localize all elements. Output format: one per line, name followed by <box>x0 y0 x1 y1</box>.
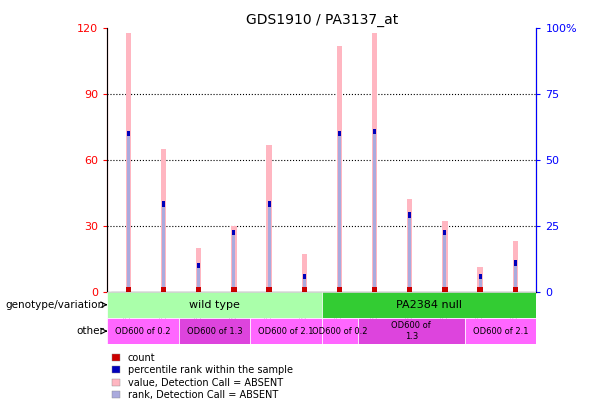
Text: wild type: wild type <box>189 300 240 310</box>
Bar <box>337 287 342 292</box>
Bar <box>408 212 411 217</box>
Text: OD600 of 1.3: OD600 of 1.3 <box>187 326 242 336</box>
Bar <box>162 204 165 292</box>
Bar <box>231 226 237 292</box>
Bar <box>512 287 518 292</box>
Bar <box>443 230 446 235</box>
Bar <box>232 232 235 292</box>
Bar <box>126 287 131 292</box>
Bar <box>337 46 342 292</box>
Bar <box>407 199 413 292</box>
Bar <box>373 129 376 134</box>
Bar <box>408 215 411 292</box>
Bar <box>357 318 465 344</box>
Bar <box>303 276 306 292</box>
Bar <box>373 132 376 292</box>
Bar <box>512 241 518 292</box>
Bar <box>338 134 341 292</box>
Bar <box>267 145 272 292</box>
Text: OD600 of
1.3: OD600 of 1.3 <box>391 322 431 341</box>
Bar <box>127 134 130 292</box>
Bar <box>161 149 166 292</box>
Bar <box>479 273 482 279</box>
Bar <box>303 273 306 279</box>
Bar <box>197 262 200 268</box>
Bar <box>250 318 322 344</box>
Bar <box>196 248 201 292</box>
Bar <box>197 265 200 292</box>
Text: genotype/variation: genotype/variation <box>5 300 104 310</box>
Bar <box>372 33 377 292</box>
Bar <box>302 254 307 292</box>
Text: PA2384 null: PA2384 null <box>396 300 462 310</box>
Bar <box>196 287 201 292</box>
Bar <box>479 276 482 292</box>
Text: OD600 of 2.1: OD600 of 2.1 <box>258 326 314 336</box>
Bar <box>268 204 270 292</box>
Bar <box>443 232 446 292</box>
Text: other: other <box>77 326 104 336</box>
Bar <box>372 287 377 292</box>
Bar <box>322 318 357 344</box>
Bar <box>107 318 179 344</box>
Bar <box>322 292 536 318</box>
Bar <box>478 287 483 292</box>
Bar <box>443 287 447 292</box>
Bar <box>127 131 130 136</box>
Bar <box>268 201 270 207</box>
Bar <box>107 292 322 318</box>
Bar <box>179 318 250 344</box>
Text: OD600 of 0.2: OD600 of 0.2 <box>115 326 171 336</box>
Title: GDS1910 / PA3137_at: GDS1910 / PA3137_at <box>246 13 398 27</box>
Bar <box>232 230 235 235</box>
Legend: count, percentile rank within the sample, value, Detection Call = ABSENT, rank, : count, percentile rank within the sample… <box>112 353 292 400</box>
Bar <box>407 287 413 292</box>
Bar <box>161 287 166 292</box>
Text: OD600 of 0.2: OD600 of 0.2 <box>312 326 367 336</box>
Bar <box>126 33 131 292</box>
Bar <box>231 287 237 292</box>
Bar <box>514 263 517 292</box>
Bar <box>443 222 447 292</box>
Bar <box>465 318 536 344</box>
Bar <box>302 287 307 292</box>
Bar <box>478 267 483 292</box>
Bar <box>514 260 517 266</box>
Bar <box>338 131 341 136</box>
Bar <box>162 201 165 207</box>
Bar <box>267 287 272 292</box>
Text: OD600 of 2.1: OD600 of 2.1 <box>473 326 528 336</box>
